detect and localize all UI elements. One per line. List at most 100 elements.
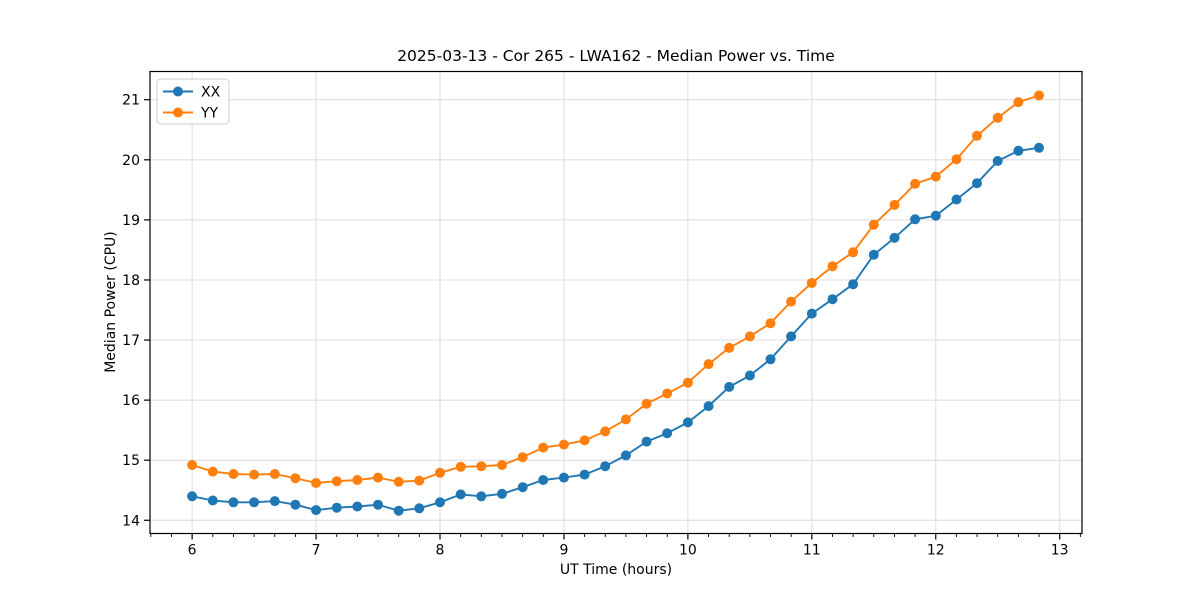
- x-axis-label: UT Time (hours): [559, 562, 673, 578]
- legend-YY-marker: [173, 107, 183, 118]
- series-YY-marker: [868, 219, 879, 230]
- series-XX-marker: [682, 417, 693, 428]
- x-tick-label: 11: [803, 543, 821, 559]
- series-YY-marker: [476, 461, 487, 472]
- series-XX-marker: [848, 279, 859, 290]
- series-YY-marker: [600, 426, 611, 437]
- series-YY-marker: [228, 469, 239, 479]
- series-YY-marker: [662, 388, 673, 399]
- series-YY-marker: [1034, 90, 1044, 101]
- series-YY-line: [191, 94, 1040, 484]
- series-XX-marker: [786, 331, 797, 342]
- series-XX-marker: [600, 461, 611, 472]
- series-YY-marker: [744, 331, 755, 342]
- series-XX-marker: [435, 497, 445, 508]
- series-XX-marker: [331, 502, 342, 513]
- series-YY-marker: [724, 342, 735, 353]
- series-YY-marker: [806, 278, 817, 288]
- series-XX-marker: [868, 249, 879, 260]
- series-XX-marker: [641, 436, 652, 447]
- y-tick-label: 20: [122, 153, 140, 169]
- series-YY-marker: [848, 247, 859, 258]
- series-YY-marker: [393, 476, 404, 487]
- series-YY-marker: [352, 475, 363, 485]
- series-XX-marker: [249, 497, 260, 508]
- series-YY-marker: [930, 171, 941, 182]
- series-XX-marker: [414, 503, 425, 514]
- series-YY-marker: [682, 377, 693, 388]
- series-YY-marker: [972, 130, 982, 141]
- series-XX-marker: [1034, 142, 1044, 153]
- series-YY-marker: [435, 467, 445, 478]
- series-YY-marker: [538, 442, 549, 453]
- plot-border: [149, 70, 1083, 535]
- x-tick-label: 9: [559, 543, 568, 559]
- series-XX-marker: [744, 370, 755, 381]
- series-XX-marker: [269, 496, 280, 507]
- y-tick-label: 18: [122, 273, 140, 289]
- series-YY-marker: [620, 414, 631, 425]
- series-XX-marker: [703, 401, 714, 412]
- series-YY-marker: [786, 296, 797, 307]
- legend-item-label-XX: XX: [201, 85, 221, 101]
- series-XX-marker: [765, 354, 776, 365]
- x-tick-label: 10: [679, 543, 697, 559]
- series-XX-line: [191, 146, 1040, 512]
- series-XX-marker: [228, 497, 239, 508]
- series-XX-marker: [930, 210, 941, 221]
- x-tick-label: 12: [927, 543, 945, 559]
- series-YY-marker: [207, 466, 218, 477]
- series-XX-marker: [187, 491, 198, 502]
- series-YY-marker: [992, 112, 1003, 123]
- series-YY-marker: [414, 475, 425, 486]
- series-XX-marker: [972, 178, 982, 189]
- series-YY-marker: [517, 452, 528, 463]
- series-XX-marker: [311, 505, 322, 516]
- series-XX-marker: [373, 499, 383, 510]
- series-XX-marker: [910, 214, 921, 225]
- series-XX-marker: [827, 294, 838, 305]
- series-XX-marker: [476, 491, 487, 502]
- series-XX-marker: [290, 499, 301, 510]
- series-XX-marker: [455, 489, 466, 500]
- x-tick-label: 13: [1051, 543, 1069, 559]
- series-XX-marker: [352, 501, 363, 512]
- series-YY-marker: [951, 154, 962, 165]
- y-tick-label: 21: [122, 93, 140, 109]
- series-YY-marker: [331, 476, 342, 487]
- series-YY-marker: [1013, 97, 1024, 108]
- x-tick-label: 6: [188, 543, 197, 559]
- series-XX-marker: [393, 505, 404, 516]
- y-axis-label: Median Power (CPU): [103, 231, 119, 373]
- y-tick-label: 15: [122, 453, 140, 469]
- series-YY-marker: [827, 261, 838, 272]
- series-YY-marker: [579, 435, 590, 446]
- series-YY-marker: [373, 472, 383, 483]
- series-XX-marker: [538, 475, 549, 485]
- series-XX-marker: [951, 194, 962, 205]
- y-tick-label: 14: [122, 513, 140, 529]
- y-tick-label: 16: [122, 393, 140, 409]
- series-XX-marker: [662, 428, 673, 439]
- series-YY-marker: [187, 460, 198, 470]
- series-YY-marker: [558, 439, 569, 450]
- x-tick-label: 7: [312, 543, 321, 559]
- series-XX-marker: [207, 495, 218, 506]
- series-YY-marker: [249, 469, 260, 480]
- series-YY-marker: [641, 398, 652, 409]
- series-YY-marker: [269, 469, 280, 479]
- legend-XX-marker: [173, 86, 183, 97]
- y-tick-label: 17: [122, 333, 140, 349]
- legend-item-label-YY: YY: [200, 106, 219, 122]
- series-YY-marker: [497, 460, 507, 470]
- series-YY-marker: [703, 359, 714, 370]
- series-YY-marker: [889, 199, 900, 210]
- series-YY-marker: [290, 473, 301, 484]
- series-XX-marker: [517, 482, 528, 493]
- series-YY-marker: [765, 318, 776, 329]
- series-XX-marker: [620, 450, 631, 461]
- x-tick-label: 8: [436, 543, 445, 559]
- series-XX-marker: [579, 469, 590, 480]
- series-XX-marker: [1013, 145, 1024, 156]
